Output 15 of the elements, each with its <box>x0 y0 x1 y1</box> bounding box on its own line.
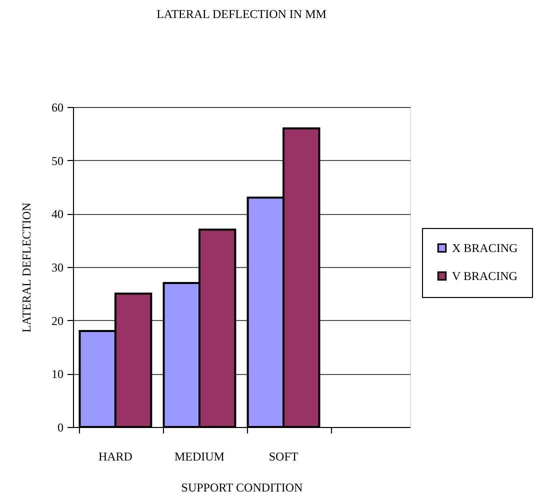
legend-label: X BRACING <box>452 241 518 255</box>
legend-label: V BRACING <box>452 269 518 283</box>
y-tick-label: 40 <box>52 207 64 222</box>
y-axis-title: LATERAL DEFLECTION <box>20 202 34 332</box>
y-tick-label: 30 <box>52 260 64 274</box>
y-tick-label: 50 <box>52 154 64 168</box>
y-tick-label: 10 <box>52 367 64 382</box>
y-tick-label: 0 <box>58 420 64 434</box>
x-tick-label: HARD <box>98 450 133 464</box>
x-tick-label: SOFT <box>268 450 299 464</box>
x-tick-label: MEDIUM <box>174 450 225 464</box>
y-tick-label: 20 <box>52 314 64 328</box>
y-tick-label: 60 <box>52 100 64 114</box>
x-axis-title: SUPPORT CONDITION <box>181 480 304 494</box>
chart-title: LATERAL DEFLECTION IN MM <box>156 7 327 21</box>
